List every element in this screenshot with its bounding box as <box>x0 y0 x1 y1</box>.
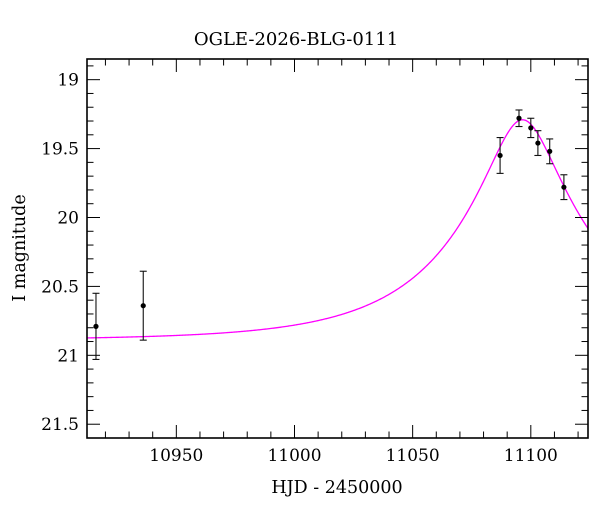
axis-ticks <box>87 59 588 438</box>
plot-frame <box>86 58 589 439</box>
model-light-curve <box>86 119 589 339</box>
y-axis-label: I magnitude <box>10 194 30 301</box>
data-point-marker <box>497 152 503 159</box>
y-tick-label: 20 <box>57 208 79 228</box>
y-tick-label: 21.5 <box>41 415 79 435</box>
x-tick-label: 11050 <box>386 446 440 466</box>
x-axis-label: HJD - 2450000 <box>271 478 402 498</box>
data-point-marker <box>561 184 567 190</box>
chart-title: OGLE-2026-BLG-0111 <box>194 29 398 50</box>
y-tick-labels: 19 19.5 20 20.5 21 21.5 <box>41 71 79 436</box>
photometry-point <box>527 117 535 139</box>
photometry-point <box>139 270 147 341</box>
y-tick-label: 19 <box>57 71 79 91</box>
x-tick-label: 11100 <box>504 446 558 466</box>
photometry-point <box>534 130 542 157</box>
data-point-marker <box>140 303 146 309</box>
x-tick-label: 11000 <box>267 446 321 466</box>
photometry-point <box>560 174 568 201</box>
photometry-point <box>496 137 504 174</box>
x-tick-labels: 10950 11000 11050 11100 <box>149 446 558 466</box>
data-point-marker <box>93 323 99 329</box>
data-point-marker <box>516 115 522 121</box>
data-point-marker <box>535 140 541 146</box>
photometry-point <box>546 138 554 165</box>
y-tick-label: 20.5 <box>41 277 79 297</box>
x-tick-label: 10950 <box>149 446 203 466</box>
data-points-group <box>92 109 568 360</box>
y-tick-label: 19.5 <box>41 140 79 160</box>
model-curve-group <box>86 119 589 339</box>
y-tick-label: 21 <box>57 346 79 366</box>
data-point-marker <box>547 148 553 154</box>
photometry-point <box>92 292 100 360</box>
data-point-marker <box>528 125 534 131</box>
frame-rect <box>86 58 589 439</box>
photometry-point <box>515 109 523 128</box>
